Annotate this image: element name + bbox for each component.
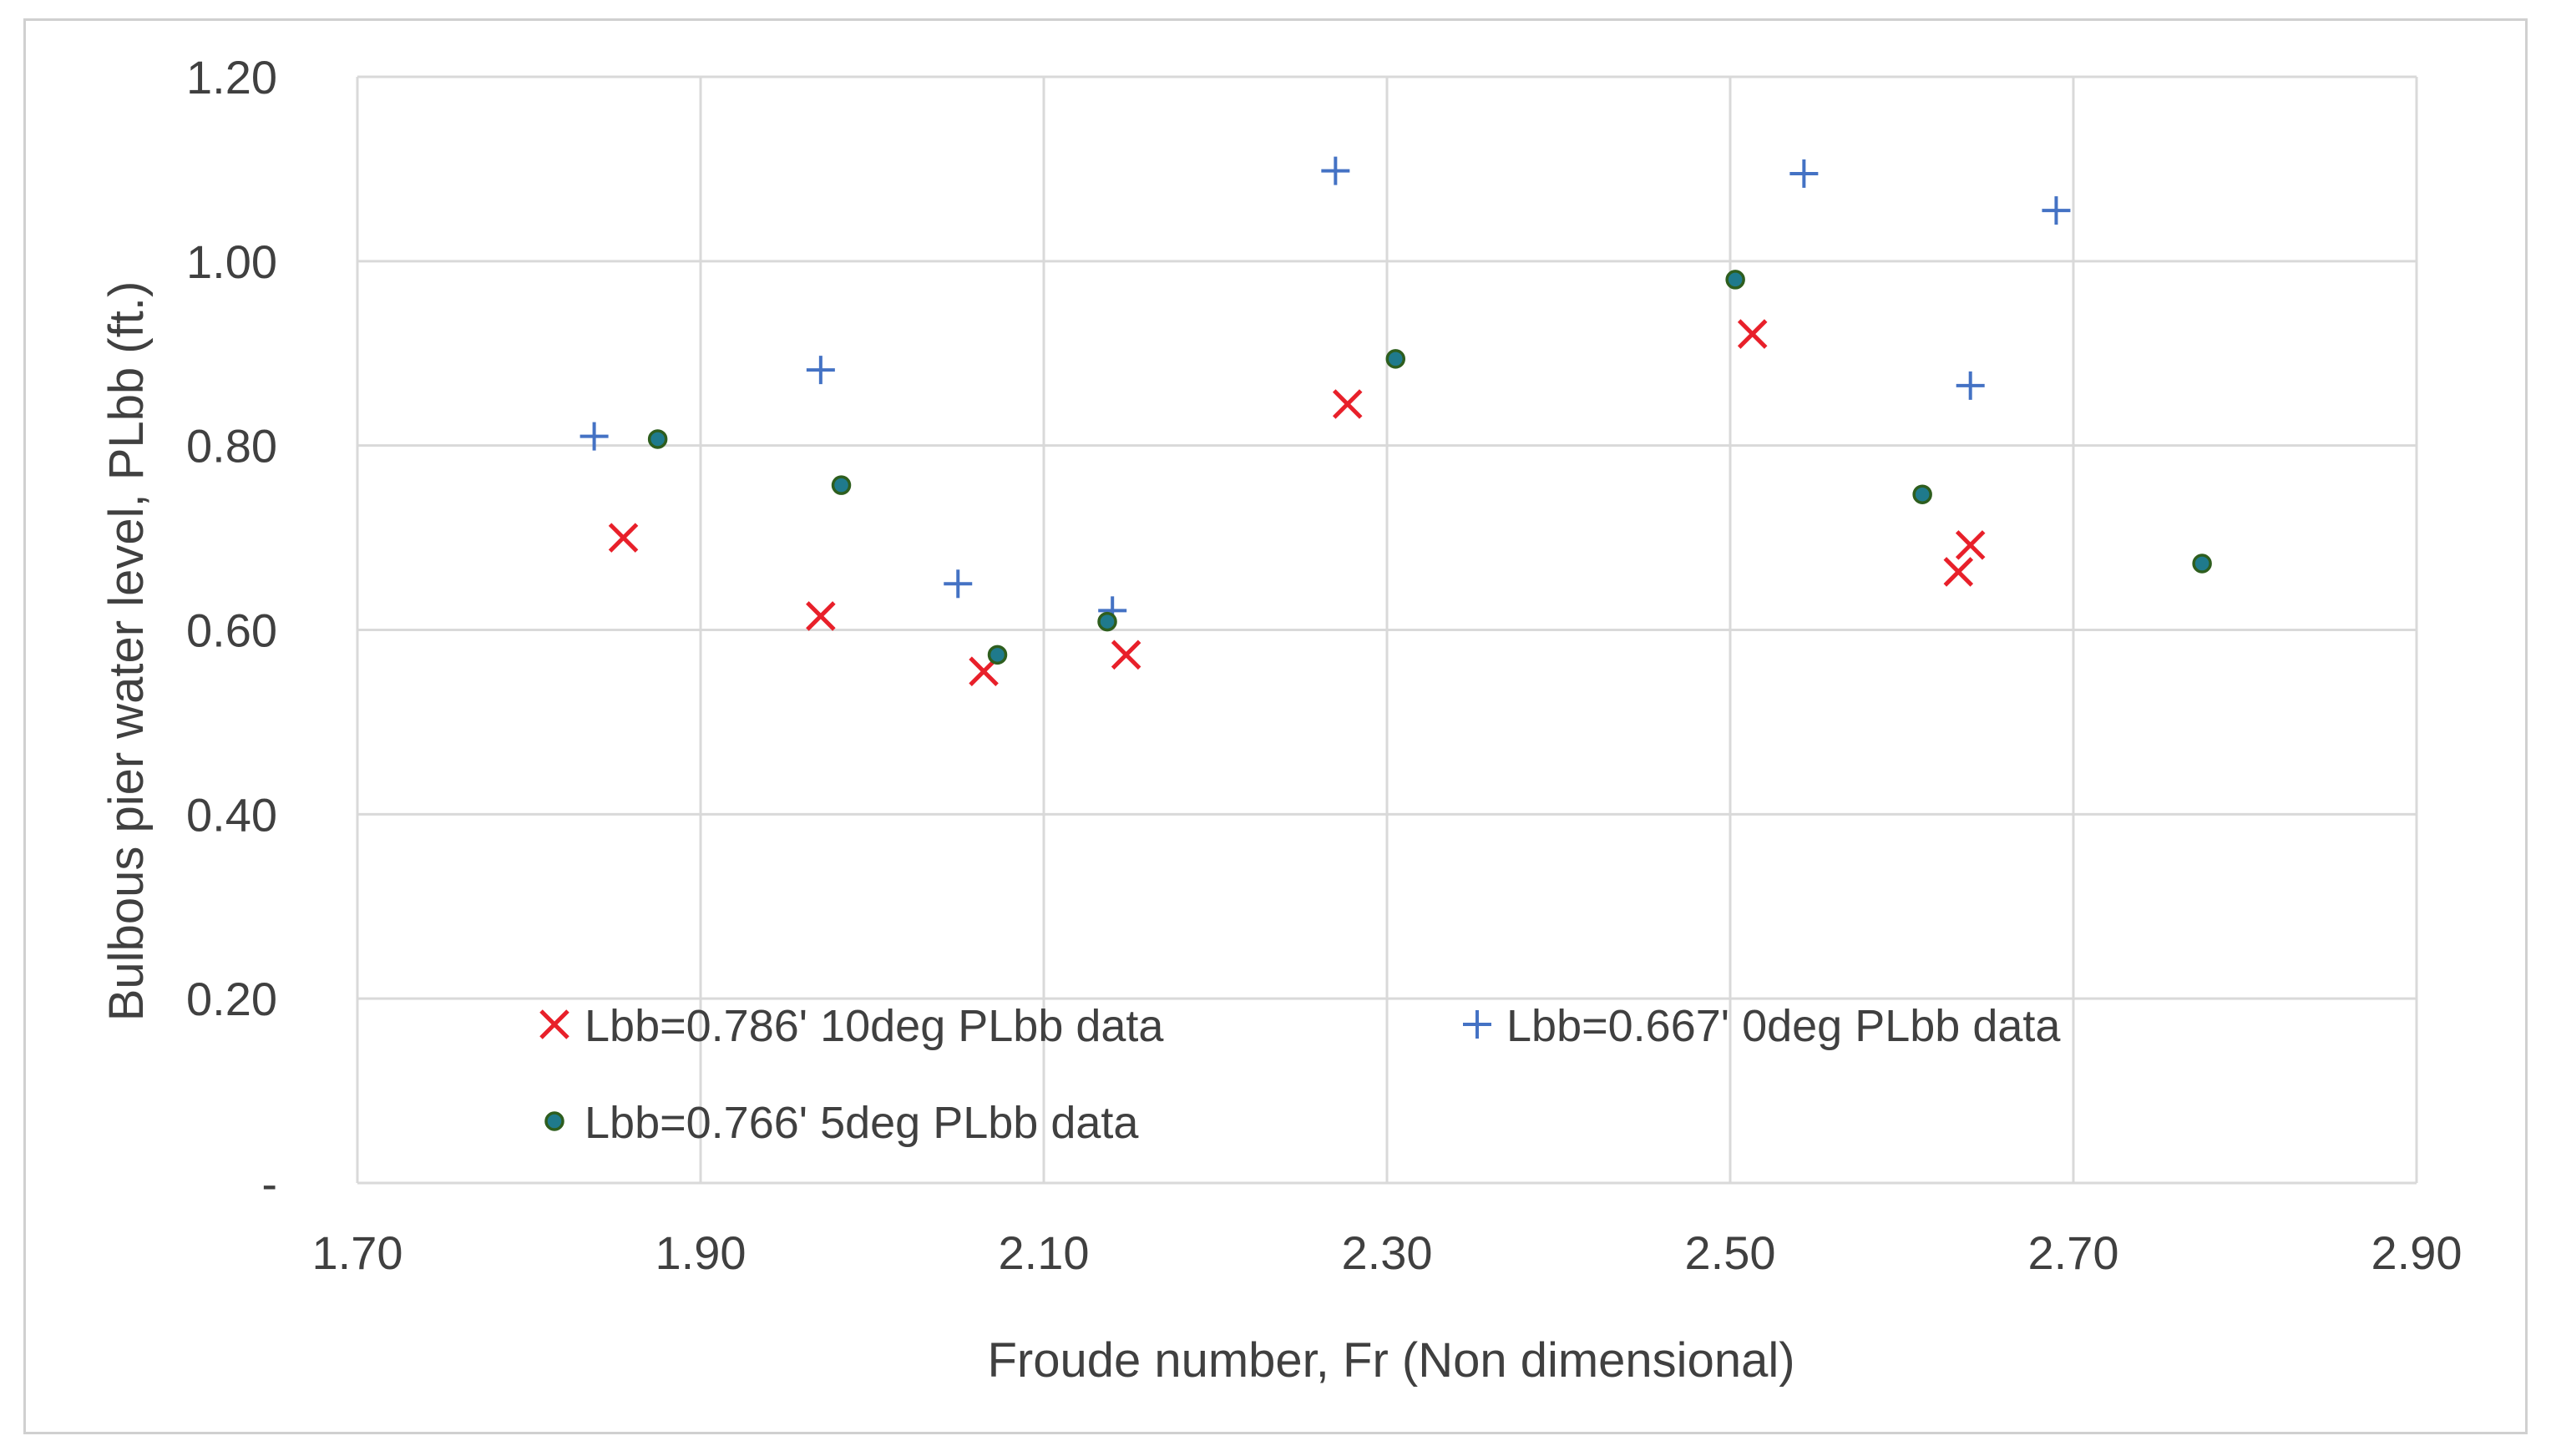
points-layer <box>580 156 2212 686</box>
marker-dot <box>544 1111 564 1131</box>
legend-marker <box>539 1009 569 1039</box>
data-point <box>1332 389 1363 419</box>
data-point <box>608 523 639 553</box>
data-point <box>1943 557 1974 587</box>
data-point <box>806 356 835 385</box>
y-tick-label: 0.60 <box>186 604 277 657</box>
marker-dot <box>1725 270 1745 290</box>
legend-item: Lbb=0.667' 0deg PLbb data <box>1463 1001 2061 1051</box>
x-tick-label: 2.50 <box>1685 1226 1776 1279</box>
legend-marker <box>544 1111 564 1131</box>
data-point <box>1725 270 1745 290</box>
y-tick-label: 0.80 <box>186 420 277 473</box>
marker-stroke <box>1737 319 1768 349</box>
marker-dot <box>987 645 1008 665</box>
data-point <box>2042 196 2071 225</box>
x-tick-label: 1.90 <box>655 1226 747 1279</box>
marker-stroke <box>1943 557 1974 587</box>
data-point <box>2192 554 2212 574</box>
data-point <box>1385 349 1406 369</box>
y-axis-title: Bulbous pier water level, PLbb (ft.) <box>99 281 154 1022</box>
x-tick-label: 2.10 <box>999 1226 1090 1279</box>
y-tick-label: - <box>261 1157 277 1210</box>
scatter-chart: 1.70 1.90 2.10 2.30 2.50 2.70 2.90 - 0.20 0.40 0.6… <box>99 51 2462 1388</box>
x-tick-label: 2.70 <box>2028 1226 2119 1279</box>
y-tick-label: 1.20 <box>186 51 277 104</box>
legend-label: Lbb=0.786' 10deg PLbb data <box>585 1001 1164 1051</box>
grid-layer <box>356 75 2418 1185</box>
data-point <box>1956 371 1985 400</box>
data-point <box>1912 484 1932 504</box>
marker-dot <box>1097 611 1117 632</box>
legend-item: Lbb=0.786' 10deg PLbb data <box>539 1001 1164 1051</box>
data-point <box>944 569 973 599</box>
x-tick-label: 2.90 <box>2371 1226 2462 1279</box>
data-point <box>580 422 609 451</box>
data-point <box>1789 159 1819 188</box>
data-point <box>987 645 1008 665</box>
legend-item: Lbb=0.766' 5deg PLbb data <box>544 1098 1139 1148</box>
data-point <box>1111 640 1141 670</box>
data-point <box>806 601 836 631</box>
marker-stroke <box>806 601 836 631</box>
data-point <box>1737 319 1768 349</box>
series-plus <box>580 156 2071 625</box>
marker-stroke <box>1955 530 1986 560</box>
data-point <box>647 429 668 449</box>
marker-dot <box>831 475 852 495</box>
axis-layer: 1.70 1.90 2.10 2.30 2.50 2.70 2.90 - 0.20 0.40 0.6… <box>186 51 2462 1279</box>
marker-stroke <box>1111 640 1141 670</box>
y-tick-label: 0.20 <box>186 973 277 1025</box>
marker-dot <box>1912 484 1932 504</box>
legend-marker <box>1463 1010 1491 1039</box>
marker-dot <box>647 429 668 449</box>
x-tick-label: 1.70 <box>312 1226 403 1279</box>
x-axis-title: Froude number, Fr (Non dimensional) <box>987 1333 1794 1388</box>
series-x <box>608 319 1986 686</box>
marker-stroke <box>608 523 639 553</box>
legend-label: Lbb=0.766' 5deg PLbb data <box>585 1098 1139 1148</box>
data-point <box>831 475 852 495</box>
series-circle <box>647 270 2212 665</box>
marker-stroke <box>539 1009 569 1039</box>
y-tick-label: 1.00 <box>186 235 277 288</box>
marker-dot <box>1385 349 1406 369</box>
legend: Lbb=0.786' 10deg PLbb data Lbb=0.667' 0de… <box>539 1001 2061 1148</box>
data-point <box>1321 156 1350 185</box>
x-tick-label: 2.30 <box>1342 1226 1433 1279</box>
chart-frame: 1.70 1.90 2.10 2.30 2.50 2.70 2.90 - 0.20 0.40 0.6… <box>23 18 2528 1434</box>
legend-label: Lbb=0.667' 0deg PLbb data <box>1506 1001 2061 1051</box>
y-tick-label: 0.40 <box>186 788 277 841</box>
data-point <box>1097 611 1117 632</box>
data-point <box>1955 530 1986 560</box>
marker-dot <box>2192 554 2212 574</box>
marker-stroke <box>1332 389 1363 419</box>
